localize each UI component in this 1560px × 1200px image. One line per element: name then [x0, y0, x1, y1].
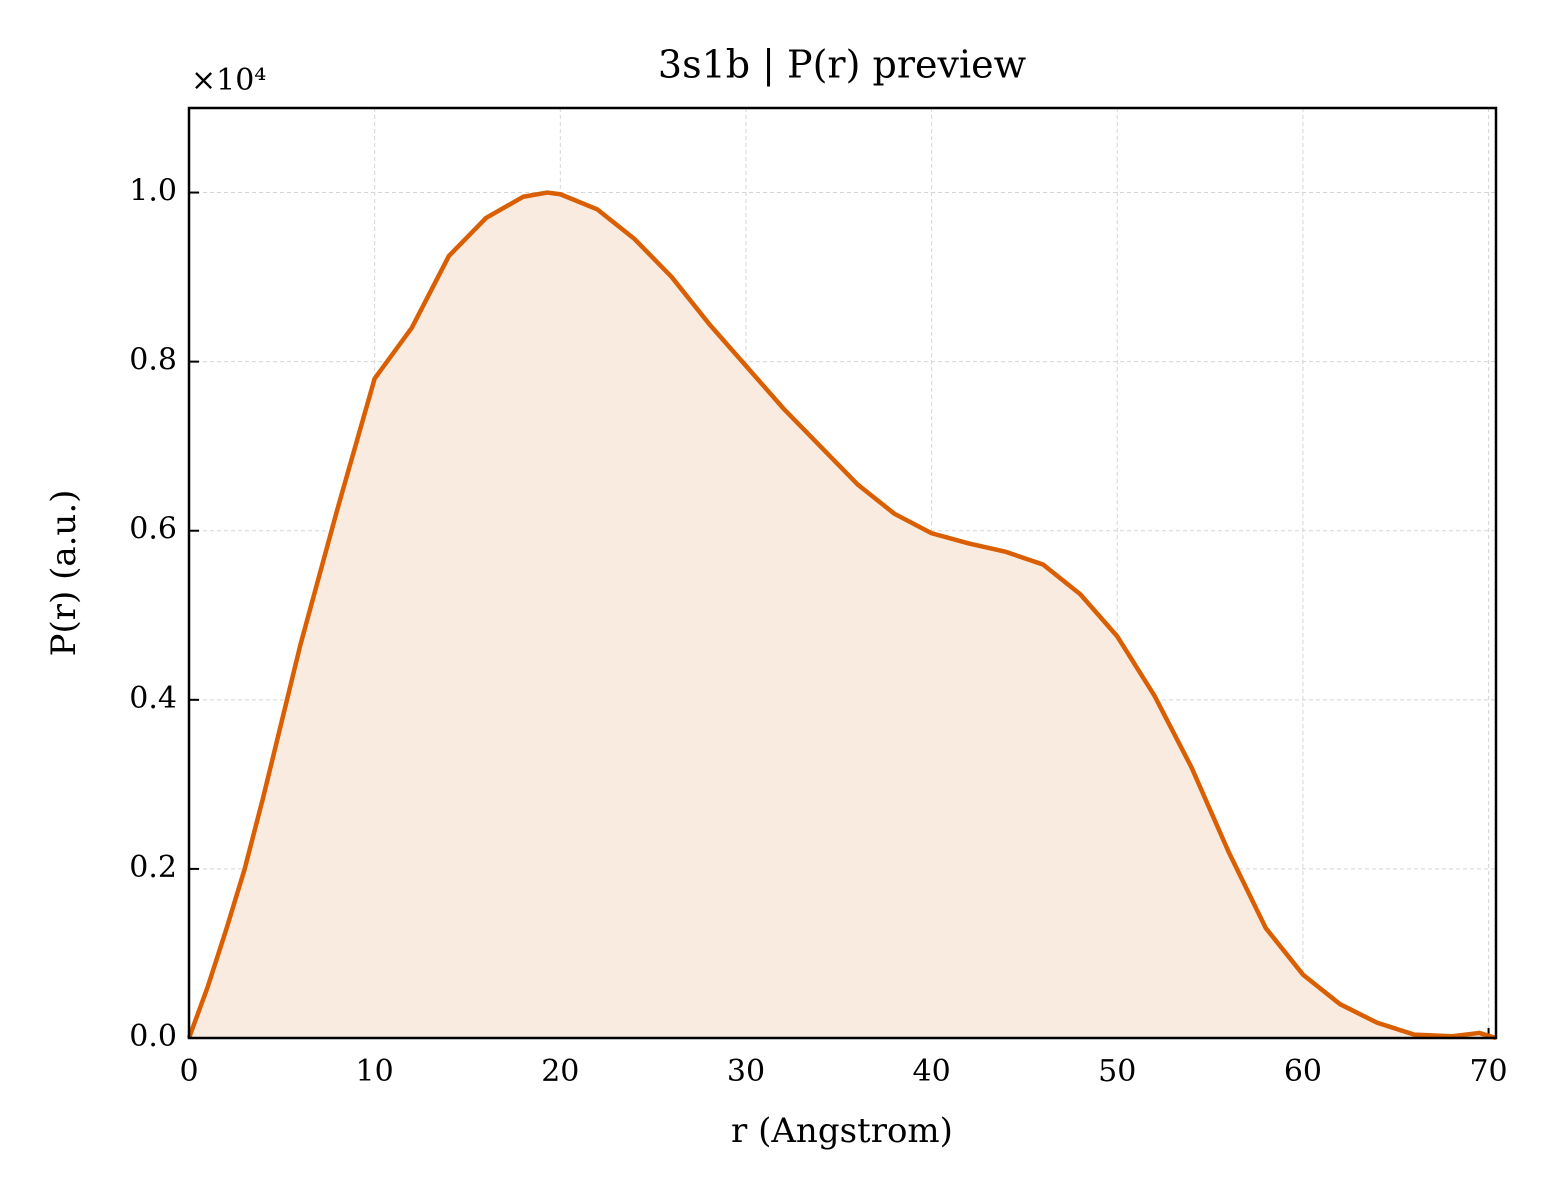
x-tick-label: 50 — [1098, 1054, 1136, 1089]
y-tick-label: 1.0 — [129, 174, 177, 209]
chart-title: 3s1b | P(r) preview — [658, 43, 1027, 87]
line — [186, 190, 1497, 1041]
x-axis-label: r (Angstrom) — [731, 1111, 953, 1151]
y-offset-label: ×10⁴ — [191, 63, 266, 98]
x-tick-label: 20 — [541, 1054, 579, 1089]
y-tick-label: 0.6 — [129, 512, 177, 547]
x-tick-label: 70 — [1469, 1054, 1507, 1089]
x-tick-label: 10 — [356, 1054, 394, 1089]
area — [189, 192, 1496, 1038]
x-tick-label: 60 — [1284, 1054, 1322, 1089]
x-tick-label: 40 — [913, 1054, 951, 1089]
y-tick-label: 0.2 — [129, 850, 177, 885]
y-axis-label: P(r) (a.u.) — [44, 490, 84, 657]
y-tick-label: 0.4 — [129, 681, 177, 716]
plot-frame — [187, 106, 1498, 1040]
y-tick-label: 0.0 — [129, 1019, 177, 1054]
y-tick-label: 0.8 — [129, 343, 177, 378]
x-tick-label: 30 — [727, 1054, 765, 1089]
x-tick-label: 0 — [179, 1054, 198, 1089]
